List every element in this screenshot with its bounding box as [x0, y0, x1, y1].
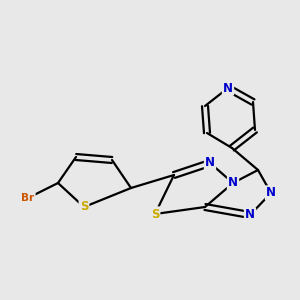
Text: S: S — [151, 208, 159, 220]
Text: N: N — [228, 176, 238, 190]
Text: Br: Br — [21, 193, 34, 203]
Text: S: S — [80, 200, 88, 214]
Text: N: N — [223, 82, 233, 94]
Text: N: N — [245, 208, 255, 221]
Text: N: N — [266, 187, 276, 200]
Text: N: N — [205, 157, 215, 169]
